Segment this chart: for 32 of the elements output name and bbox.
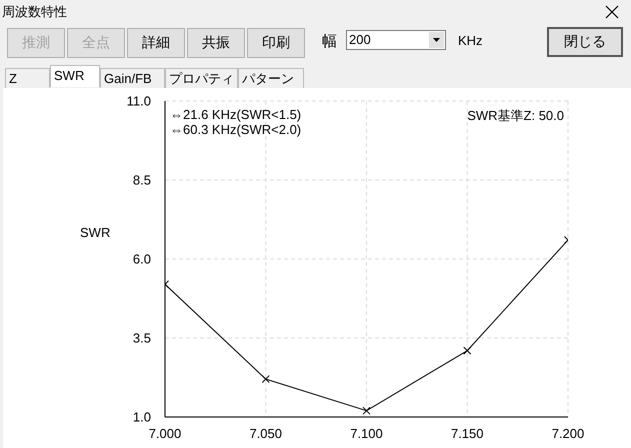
text: SWR <box>50 65 100 87</box>
x-tick-label: 7.200 <box>552 426 584 442</box>
point <box>262 375 270 384</box>
point <box>362 406 370 415</box>
text: Z <box>5 68 50 90</box>
text: 詳細 <box>127 28 185 58</box>
text: 幅 <box>322 32 337 51</box>
y-tick-label: 11.0 <box>126 94 151 109</box>
text: Gain/FB <box>100 68 165 90</box>
annotation: ⇔60.3 KHz(SWR<2.0) <box>170 122 302 137</box>
point <box>463 346 472 355</box>
text: パターン <box>238 68 304 90</box>
x-tick-label: 7.100 <box>350 426 383 442</box>
y-tick-label: 3.5 <box>132 330 151 346</box>
y-tick-label: 1.0 <box>132 410 151 425</box>
text: KHz <box>458 33 483 48</box>
y-tick-label: 8.5 <box>132 172 151 188</box>
x-tick-label: 7.050 <box>249 426 282 442</box>
x-tick-label: 7.000 <box>148 426 182 442</box>
text: 推測 <box>7 28 65 58</box>
text: 共振 <box>187 28 245 58</box>
text: 全点 <box>67 28 125 58</box>
y-tick-label: 6.0 <box>132 252 151 267</box>
annotation: ⇔21.6 KHz(SWR<1.5) <box>170 107 302 122</box>
x-tick-label: 7.150 <box>450 426 484 442</box>
text: プロパティ <box>165 68 238 90</box>
text: 閉じる <box>547 27 623 57</box>
text: 印刷 <box>247 28 305 58</box>
y-axis-title: SWR <box>80 224 110 240</box>
text: 周波数特性 <box>2 3 67 21</box>
annotation: SWR基準Z: 50.0 <box>467 107 564 125</box>
text: 200 <box>346 30 446 50</box>
